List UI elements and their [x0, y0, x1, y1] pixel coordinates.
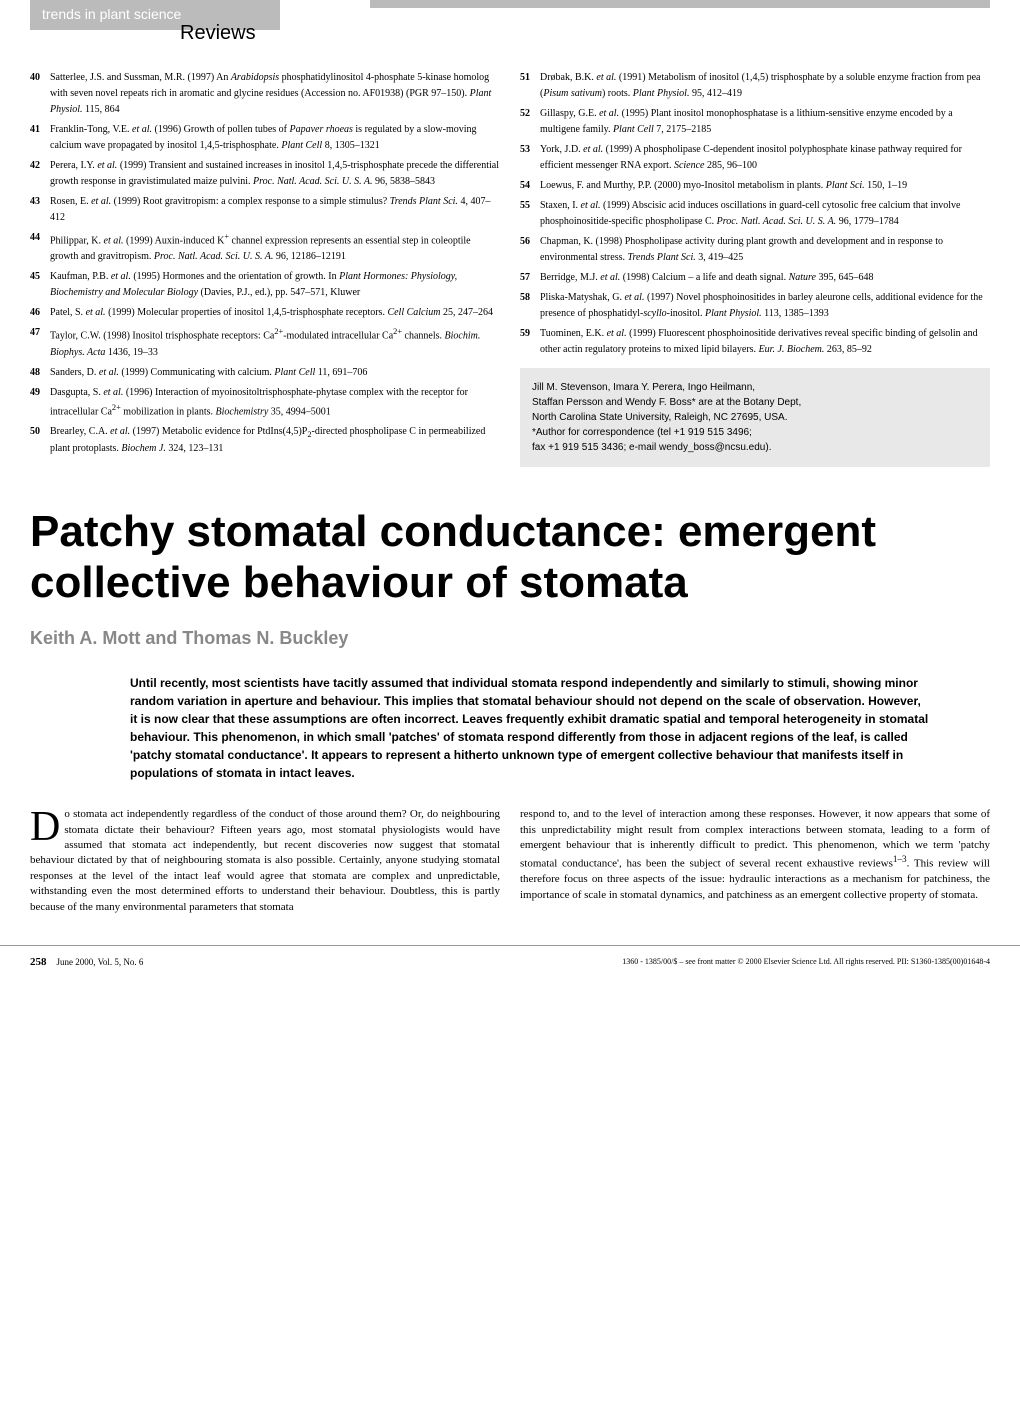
author-box-line: *Author for correspondence (tel +1 919 5… — [532, 425, 978, 440]
ref-number: 44 — [30, 230, 50, 265]
ref-number: 58 — [520, 290, 540, 322]
ref-number: 43 — [30, 194, 50, 226]
author-box-line: fax +1 919 515 3436; e-mail wendy_boss@n… — [532, 440, 978, 455]
ref-text: Pliska-Matyshak, G. et al. (1997) Novel … — [540, 290, 990, 322]
ref-number: 56 — [520, 234, 540, 266]
reference-item: 53York, J.D. et al. (1999) A phospholipa… — [520, 142, 990, 174]
reference-item: 42Perera, I.Y. et al. (1999) Transient a… — [30, 158, 500, 190]
ref-text: Rosen, E. et al. (1999) Root gravitropis… — [50, 194, 500, 226]
ref-text: Loewus, F. and Murthy, P.P. (2000) myo-I… — [540, 178, 990, 194]
article-title: Patchy stomatal conductance: emergent co… — [0, 507, 1020, 608]
dropcap: D — [30, 807, 64, 845]
reference-item: 41Franklin-Tong, V.E. et al. (1996) Grow… — [30, 122, 500, 154]
reference-item: 58Pliska-Matyshak, G. et al. (1997) Nove… — [520, 290, 990, 322]
ref-text: Chapman, K. (1998) Phospholipase activit… — [540, 234, 990, 266]
references-section: 40Satterlee, J.S. and Sussman, M.R. (199… — [0, 70, 1020, 467]
ref-text: Satterlee, J.S. and Sussman, M.R. (1997)… — [50, 70, 500, 118]
article-authors: Keith A. Mott and Thomas N. Buckley — [0, 628, 1020, 649]
ref-text: Brearley, C.A. et al. (1997) Metabolic e… — [50, 424, 500, 457]
ref-text: Franklin-Tong, V.E. et al. (1996) Growth… — [50, 122, 500, 154]
header-bar — [370, 0, 990, 8]
ref-number: 48 — [30, 365, 50, 381]
body-columns: D o stomata act independently regardless… — [0, 807, 1020, 915]
ref-number: 47 — [30, 325, 50, 360]
references-right-column: 51Drøbak, B.K. et al. (1991) Metabolism … — [520, 70, 990, 467]
ref-number: 54 — [520, 178, 540, 194]
reference-item: 52Gillaspy, G.E. et al. (1995) Plant ino… — [520, 106, 990, 138]
reference-item: 46Patel, S. et al. (1999) Molecular prop… — [30, 305, 500, 321]
footer-copyright: 1360 - 1385/00/$ – see front matter © 20… — [622, 957, 990, 966]
reference-item: 43Rosen, E. et al. (1999) Root gravitrop… — [30, 194, 500, 226]
reference-item: 54Loewus, F. and Murthy, P.P. (2000) myo… — [520, 178, 990, 194]
body-left-text: o stomata act independently regardless o… — [30, 808, 500, 912]
reference-item: 49Dasgupta, S. et al. (1996) Interaction… — [30, 385, 500, 420]
author-box: Jill M. Stevenson, Imara Y. Perera, Ingo… — [520, 368, 990, 467]
ref-number: 41 — [30, 122, 50, 154]
ref-text: Dasgupta, S. et al. (1996) Interaction o… — [50, 385, 500, 420]
ref-number: 42 — [30, 158, 50, 190]
ref-number: 50 — [30, 424, 50, 457]
ref-text: Drøbak, B.K. et al. (1991) Metabolism of… — [540, 70, 990, 102]
reference-item: 51Drøbak, B.K. et al. (1991) Metabolism … — [520, 70, 990, 102]
ref-text: York, J.D. et al. (1999) A phospholipase… — [540, 142, 990, 174]
reference-item: 57Berridge, M.J. et al. (1998) Calcium –… — [520, 270, 990, 286]
ref-number: 59 — [520, 326, 540, 358]
ref-number: 55 — [520, 198, 540, 230]
ref-number: 40 — [30, 70, 50, 118]
author-box-line: North Carolina State University, Raleigh… — [532, 410, 978, 425]
reference-item: 50Brearley, C.A. et al. (1997) Metabolic… — [30, 424, 500, 457]
body-left-column: D o stomata act independently regardless… — [30, 807, 500, 915]
ref-text: Staxen, I. et al. (1999) Abscisic acid i… — [540, 198, 990, 230]
body-right-column: respond to, and to the level of interact… — [520, 807, 990, 915]
ref-number: 51 — [520, 70, 540, 102]
reference-item: 55Staxen, I. et al. (1999) Abscisic acid… — [520, 198, 990, 230]
reference-item: 45Kaufman, P.B. et al. (1995) Hormones a… — [30, 269, 500, 301]
ref-text: Sanders, D. et al. (1999) Communicating … — [50, 365, 500, 381]
ref-text: Kaufman, P.B. et al. (1995) Hormones and… — [50, 269, 500, 301]
reference-item: 47Taylor, C.W. (1998) Inositol trisphosp… — [30, 325, 500, 360]
ref-text: Taylor, C.W. (1998) Inositol trisphospha… — [50, 325, 500, 360]
header-banner: trends in plant science Reviews — [0, 0, 1020, 50]
ref-number: 53 — [520, 142, 540, 174]
author-box-line: Staffan Persson and Wendy F. Boss* are a… — [532, 395, 978, 410]
section-label: Reviews — [180, 22, 256, 45]
footer-date: June 2000, Vol. 5, No. 6 — [57, 957, 144, 967]
ref-number: 45 — [30, 269, 50, 301]
ref-number: 46 — [30, 305, 50, 321]
ref-number: 52 — [520, 106, 540, 138]
reference-item: 56Chapman, K. (1998) Phospholipase activ… — [520, 234, 990, 266]
reference-item: 48Sanders, D. et al. (1999) Communicatin… — [30, 365, 500, 381]
references-left-column: 40Satterlee, J.S. and Sussman, M.R. (199… — [30, 70, 500, 467]
reference-item: 40Satterlee, J.S. and Sussman, M.R. (199… — [30, 70, 500, 118]
ref-text: Tuominen, E.K. et al. (1999) Fluorescent… — [540, 326, 990, 358]
page-number: 258 — [30, 956, 47, 968]
reference-item: 44Philippar, K. et al. (1999) Auxin-indu… — [30, 230, 500, 265]
footer: 258 June 2000, Vol. 5, No. 6 1360 - 1385… — [0, 945, 1020, 978]
article-abstract: Until recently, most scientists have tac… — [0, 674, 1020, 782]
ref-text: Patel, S. et al. (1999) Molecular proper… — [50, 305, 500, 321]
ref-number: 57 — [520, 270, 540, 286]
ref-text: Gillaspy, G.E. et al. (1995) Plant inosi… — [540, 106, 990, 138]
author-box-line: Jill M. Stevenson, Imara Y. Perera, Ingo… — [532, 380, 978, 395]
ref-text: Perera, I.Y. et al. (1999) Transient and… — [50, 158, 500, 190]
ref-text: Berridge, M.J. et al. (1998) Calcium – a… — [540, 270, 990, 286]
ref-number: 49 — [30, 385, 50, 420]
ref-text: Philippar, K. et al. (1999) Auxin-induce… — [50, 230, 500, 265]
reference-item: 59Tuominen, E.K. et al. (1999) Fluoresce… — [520, 326, 990, 358]
